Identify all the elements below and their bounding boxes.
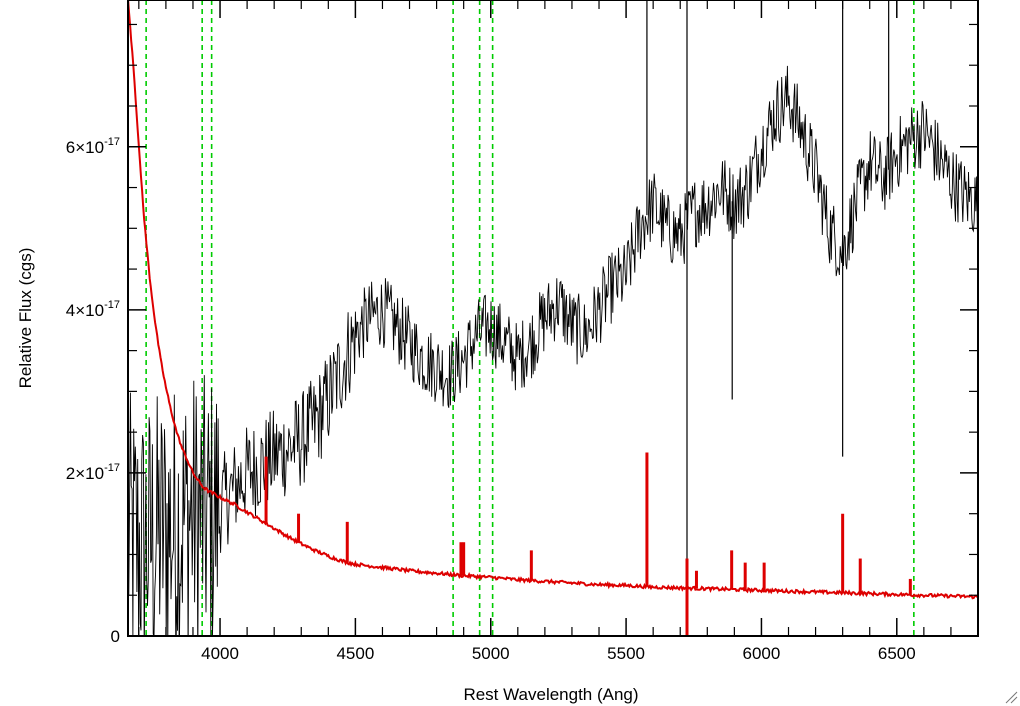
x-axis-title: Rest Wavelength (Ang) <box>463 685 638 704</box>
y-tick-label: 0 <box>111 627 120 646</box>
x-tick-label: 5000 <box>472 644 510 663</box>
y-tick-label: 4×10-17 <box>66 299 120 320</box>
reference-lines <box>145 0 915 636</box>
x-tick-label: 6500 <box>878 644 916 663</box>
x-axis-ticks: 4000 4500 5000 5500 6000 6500 <box>138 0 979 663</box>
plot-frame <box>127 0 979 637</box>
x-tick-label: 5500 <box>607 644 645 663</box>
resize-grip-icon[interactable] <box>1004 690 1018 704</box>
y-axis-ticks: 0 2×10-17 4×10-17 6×10-17 <box>66 23 978 646</box>
plot-series <box>128 0 978 636</box>
y-axis-title: Relative Flux (cgs) <box>16 248 35 389</box>
x-tick-label: 4500 <box>336 644 374 663</box>
spectrum-series-line <box>128 65 978 636</box>
error-series-line <box>128 0 978 600</box>
y-tick-label: 2×10-17 <box>66 462 120 483</box>
y-tick-label: 6×10-17 <box>66 136 120 157</box>
x-tick-label: 4000 <box>201 644 239 663</box>
x-tick-label: 6000 <box>743 644 781 663</box>
